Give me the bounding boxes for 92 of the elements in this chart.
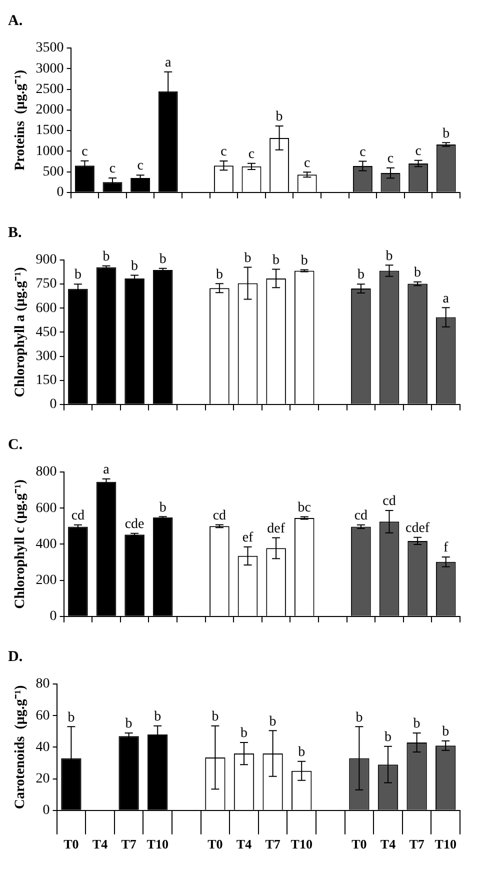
x-tick-label: T0 <box>64 836 79 852</box>
x-tick-label: T4 <box>92 836 108 852</box>
x-tick-label: T0 <box>208 836 223 852</box>
data-label: cd <box>212 508 226 524</box>
data-label: c <box>304 156 310 171</box>
data-label: b <box>272 252 280 268</box>
data-label: c <box>360 144 366 160</box>
data-label: b <box>384 730 392 746</box>
data-label: c <box>137 158 144 174</box>
data-label: b <box>68 710 75 726</box>
y-tick-label: 0 <box>56 185 64 200</box>
y-tick-label: 0 <box>50 397 57 412</box>
y-tick-label: 0 <box>42 803 50 818</box>
y-tick-label: 2000 <box>36 102 64 118</box>
data-label: b <box>216 267 223 282</box>
data-label: b <box>298 745 306 760</box>
y-tick-label: 600 <box>36 300 57 316</box>
y-tick-label: 1000 <box>36 144 64 159</box>
chart-title: A. <box>8 12 23 29</box>
data-label: b <box>154 710 162 725</box>
y-tick-label: 3000 <box>36 61 64 76</box>
y-tick-label: 200 <box>36 572 57 588</box>
y-tick-label: 750 <box>36 276 57 292</box>
data-label: c <box>220 144 227 160</box>
y-tick-label: 150 <box>36 373 57 388</box>
data-label: b <box>442 126 450 142</box>
x-tick-label: T4 <box>236 836 252 852</box>
data-label: b <box>125 716 132 732</box>
data-label: ef <box>242 530 254 546</box>
data-label: b <box>102 250 110 265</box>
y-tick-label: 450 <box>36 324 57 340</box>
data-label: a <box>103 462 110 478</box>
x-tick-label: T10 <box>146 836 168 852</box>
data-label: b <box>159 500 166 516</box>
chart-title: D. <box>8 648 23 665</box>
y-axis-title: Chlorophyll a (µg.g⁻¹) <box>13 266 28 398</box>
data-label: b <box>413 716 420 732</box>
data-label: f <box>444 540 449 556</box>
data-label: b <box>74 268 82 283</box>
y-tick-label: 500 <box>42 164 64 180</box>
data-label: cde <box>124 517 144 532</box>
data-label: cd <box>354 508 368 524</box>
data-label: b <box>244 250 252 266</box>
data-label: b <box>300 253 308 268</box>
data-label: b <box>269 714 276 730</box>
y-tick-label: 80 <box>36 676 50 692</box>
x-tick-label: T4 <box>380 836 396 852</box>
data-label: b <box>131 258 138 274</box>
data-label: b <box>386 248 393 264</box>
x-tick-label: T10 <box>290 836 312 852</box>
chart-title: B. <box>8 224 22 241</box>
y-tick-label: 40 <box>36 740 50 755</box>
data-label: bc <box>298 500 311 516</box>
data-label: a <box>164 56 172 71</box>
data-label: cd <box>382 494 396 510</box>
data-label: b <box>356 710 363 726</box>
data-label: b <box>159 252 166 268</box>
chart-title: C. <box>8 436 23 453</box>
y-tick-label: 0 <box>50 609 57 624</box>
y-tick-label: 600 <box>36 500 57 516</box>
x-tick-label: T10 <box>434 836 456 852</box>
data-label: b <box>212 710 219 725</box>
x-tick-label: T0 <box>352 836 367 852</box>
data-label: b <box>357 268 364 283</box>
y-tick-label: 800 <box>36 464 57 480</box>
data-label: b <box>240 726 248 742</box>
y-axis-title: Proteins (µg.g⁻¹) <box>13 70 28 171</box>
y-tick-label: 900 <box>36 252 57 268</box>
y-tick-label: 60 <box>36 708 50 724</box>
data-label: c <box>387 152 394 167</box>
data-label: c <box>415 144 422 160</box>
data-label: cd <box>71 508 85 524</box>
data-label: c <box>109 162 116 177</box>
y-tick-label: 300 <box>36 348 57 364</box>
y-axis-title: Chlorophyll c (µg.g⁻¹) <box>13 479 28 609</box>
data-label: c <box>82 144 88 160</box>
x-tick-label: T7 <box>121 836 137 852</box>
y-axis-title: Carotenoids (µg.g⁻¹) <box>13 684 28 810</box>
x-tick-label: T7 <box>409 836 425 852</box>
data-label: c <box>248 146 255 162</box>
data-label: b <box>276 110 283 125</box>
data-label: a <box>442 291 450 306</box>
data-label: b <box>442 724 450 740</box>
y-tick-label: 20 <box>36 771 50 786</box>
y-tick-label: 3500 <box>36 40 64 56</box>
x-tick-label: T7 <box>265 836 281 852</box>
data-label: cdef <box>406 521 430 536</box>
data-label: b <box>414 265 422 280</box>
y-tick-label: 2500 <box>36 82 64 97</box>
y-tick-label: 400 <box>36 536 57 552</box>
y-tick-label: 1500 <box>36 123 64 138</box>
data-label: def <box>267 521 286 536</box>
